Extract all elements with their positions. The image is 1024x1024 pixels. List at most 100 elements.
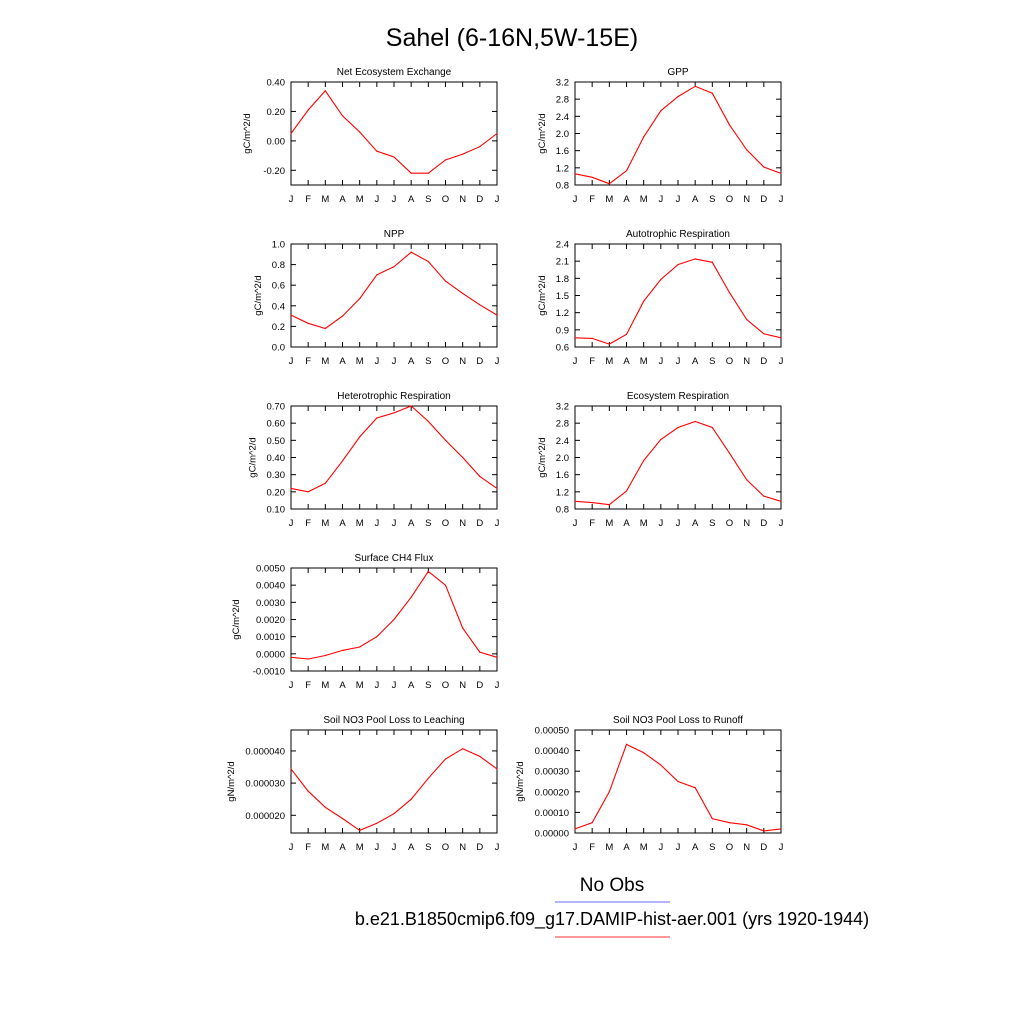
data-point	[643, 752, 645, 754]
x-tick-label: N	[743, 194, 750, 205]
x-tick-label: M	[640, 518, 648, 529]
data-point	[444, 280, 447, 282]
data-point	[746, 318, 748, 321]
x-tick-label: F	[305, 842, 311, 853]
data-point	[290, 487, 292, 489]
x-tick-label: F	[589, 194, 595, 205]
y-tick-label: 0.0040	[256, 581, 285, 592]
plot-frame	[574, 243, 782, 348]
data-point	[625, 743, 628, 746]
legend: No Obs b.e21.B1850cmip6.f09_g17.DAMIP-hi…	[355, 875, 869, 938]
y-tick-label: 2.8	[556, 419, 569, 430]
x-tick-label: O	[726, 842, 733, 853]
data-point	[625, 170, 628, 172]
x-tick-label: F	[589, 842, 595, 853]
data-point	[591, 337, 593, 339]
x-tick-label: J	[573, 194, 578, 205]
x-tick-label: D	[476, 194, 483, 205]
data-point	[479, 651, 481, 653]
data-point	[324, 327, 326, 330]
data-point	[660, 278, 662, 281]
data-point	[746, 149, 748, 151]
x-tick-label: J	[676, 518, 681, 529]
y-tick-label: -0.20	[263, 166, 285, 177]
series-line	[290, 748, 498, 832]
y-tick-label: 2.4	[556, 240, 569, 251]
y-tick-label: 0.8	[556, 181, 569, 192]
data-point	[341, 649, 344, 652]
y-tick-label: 1.2	[556, 308, 569, 319]
x-tick-label: J	[495, 842, 500, 853]
x-tick-label: A	[339, 194, 346, 205]
x-tick-label: A	[339, 356, 346, 367]
data-point	[711, 818, 713, 820]
x-tick-label: F	[589, 518, 595, 529]
data-point	[341, 817, 344, 820]
data-point	[574, 828, 576, 830]
y-tick-label: 0.40	[267, 453, 286, 464]
x-tick-label: J	[289, 842, 294, 853]
y-tick-label: 1.6	[556, 470, 569, 481]
y-tick-label: 1.2	[556, 163, 569, 174]
y-axis-label: gC/m^2/d	[537, 437, 548, 477]
data-point	[307, 658, 309, 660]
x-tick-label: N	[743, 518, 750, 529]
data-point	[763, 333, 765, 335]
data-point	[677, 426, 679, 429]
data-point	[324, 654, 326, 657]
y-tick-label: 0.0010	[256, 632, 285, 643]
data-point	[410, 596, 412, 598]
data-point	[660, 438, 662, 441]
x-tick-label: O	[726, 356, 733, 367]
x-tick-label: J	[374, 842, 379, 853]
x-tick-label: M	[321, 518, 329, 529]
x-tick-label: M	[321, 194, 329, 205]
data-point	[393, 813, 395, 815]
plot-frame	[574, 81, 782, 186]
plot-frame	[290, 729, 498, 834]
x-tick-label: F	[305, 194, 311, 205]
x-tick-label: N	[459, 518, 466, 529]
panel-title: Heterotrophic Respiration	[337, 391, 450, 402]
x-tick-label: S	[709, 356, 715, 367]
data-point	[462, 292, 464, 294]
y-tick-label: 0.10	[267, 505, 286, 516]
legend-label-model: b.e21.B1850cmip6.f09_g17.DAMIP-hist-aer.…	[355, 909, 869, 930]
data-point	[694, 787, 696, 789]
data-point	[410, 798, 412, 800]
panel-title: Soil NO3 Pool Loss to Leaching	[323, 715, 464, 726]
x-tick-label: M	[321, 842, 329, 853]
data-point	[359, 298, 361, 300]
data-point	[376, 417, 378, 419]
data-point	[376, 274, 378, 276]
x-tick-label: A	[339, 680, 346, 691]
data-point	[290, 768, 292, 770]
y-tick-label: 2.1	[556, 257, 569, 268]
data-point	[496, 656, 498, 658]
x-tick-label: J	[779, 842, 784, 853]
x-tick-label: S	[425, 194, 431, 205]
y-tick-label: 3.2	[556, 402, 569, 413]
x-tick-label: O	[442, 680, 449, 691]
x-tick-label: M	[605, 842, 613, 853]
x-tick-label: J	[779, 356, 784, 367]
x-tick-label: J	[392, 680, 397, 691]
data-point	[496, 314, 498, 316]
x-tick-label: D	[760, 356, 767, 367]
data-point	[462, 456, 464, 459]
data-point	[677, 780, 679, 783]
x-tick-label: J	[658, 518, 663, 529]
y-tick-label: 0.0030	[256, 598, 285, 609]
data-point	[591, 822, 593, 824]
data-point	[574, 337, 576, 339]
x-tick-label: M	[640, 842, 648, 853]
x-tick-label: A	[692, 518, 699, 529]
x-tick-label: J	[392, 356, 397, 367]
panel-title: Net Ecosystem Exchange	[337, 67, 452, 78]
x-tick-label: A	[408, 842, 415, 853]
data-point	[591, 176, 593, 178]
x-tick-label: J	[658, 842, 663, 853]
